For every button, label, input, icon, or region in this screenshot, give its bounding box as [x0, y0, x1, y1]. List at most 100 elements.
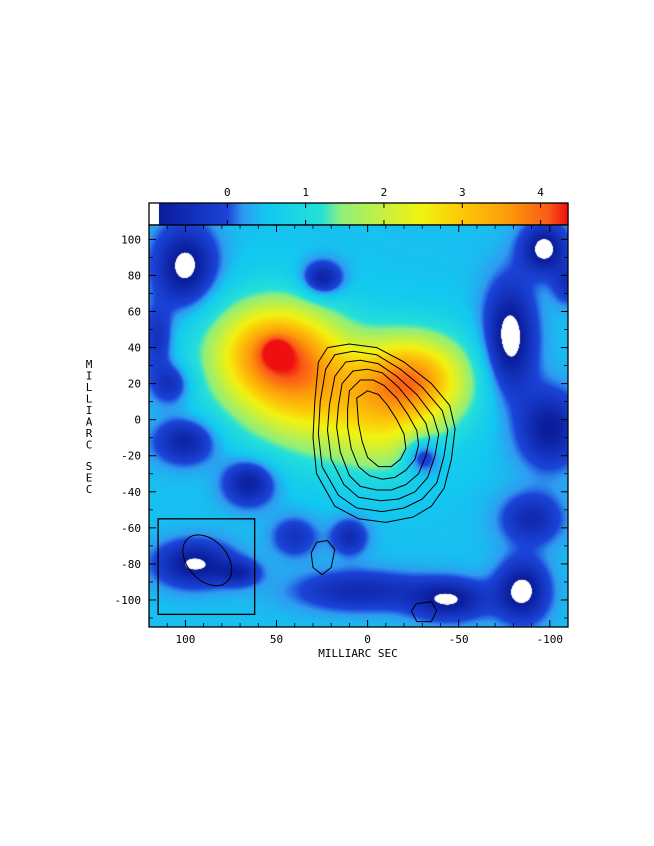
contour-ring: [317, 350, 449, 513]
colorbar-cell: [404, 203, 407, 225]
colorbar-cell: [408, 203, 411, 225]
colorbar-cell: [556, 203, 559, 225]
colorbar-cell: [564, 203, 567, 225]
colorbar-cell: [492, 203, 495, 225]
colorbar-cell: [162, 203, 166, 225]
intensity-map: [149, 225, 568, 627]
colorbar-cell: [170, 203, 174, 225]
colorbar-cell: [151, 203, 154, 225]
colorbar-cell: [350, 203, 354, 225]
colorbar-cell: [296, 203, 300, 225]
colorbar-cell: [292, 203, 296, 225]
colorbar-cell: [524, 203, 527, 225]
colorbar-tick-label: 3: [459, 186, 466, 199]
colorbar-cell: [414, 203, 417, 225]
colorbar-cell: [158, 203, 162, 225]
colorbar-cell: [426, 203, 429, 225]
colorbar-cell: [164, 203, 168, 225]
y-tick-label: 40: [128, 342, 141, 355]
colorbar-cell: [276, 203, 280, 225]
colorbar-tick-label: 2: [381, 186, 388, 199]
colorbar-cell: [394, 203, 398, 225]
colorbar-cell: [546, 203, 549, 225]
y-tick-label: -20: [121, 450, 141, 463]
colorbar-cell: [212, 203, 216, 225]
colorbar-cell: [254, 203, 258, 225]
colorbar-cell: [222, 203, 226, 225]
colorbar-cell: [206, 203, 210, 225]
x-tick-label: -50: [449, 633, 469, 646]
colorbar-cell: [258, 203, 262, 225]
colorbar-cell: [514, 203, 517, 225]
colorbar-cell: [410, 203, 413, 225]
colorbar-cell: [392, 203, 396, 225]
colorbar-cell: [240, 203, 244, 225]
contour-ring: [312, 343, 456, 523]
y-axis-title-letter: E: [86, 472, 93, 485]
colorbar-cell: [498, 203, 501, 225]
colorbar-cell: [304, 203, 308, 225]
colorbar-cell: [354, 203, 358, 225]
colorbar-cell: [448, 203, 451, 225]
colorbar-cell: [286, 203, 290, 225]
colorbar-cell: [244, 203, 248, 225]
colorbar-cell: [368, 203, 372, 225]
colorbar-cell: [310, 203, 314, 225]
plot-frame: [148, 224, 569, 628]
colorbar-cell: [518, 203, 521, 225]
colorbar-cell: [376, 203, 380, 225]
colorbar-cell: [294, 203, 298, 225]
colorbar-ticks: 0 1 2 3 4: [224, 186, 544, 225]
colorbar-cell: [344, 203, 348, 225]
colorbar-cell: [422, 203, 425, 225]
y-tick-label: 0: [134, 414, 141, 427]
colorbar-cell: [512, 203, 515, 225]
colorbar-cell: [488, 203, 491, 225]
colorbar-cell: [166, 203, 170, 225]
colorbar-cell: [200, 203, 204, 225]
x-axis-title: MILLIARC SEC: [318, 647, 397, 660]
colorbar-cell: [224, 203, 228, 225]
colorbar-cell: [370, 203, 374, 225]
colorbar-cell: [256, 203, 260, 225]
colorbar-cell: [468, 203, 471, 225]
colorbar-cell: [542, 203, 545, 225]
colorbar-cell: [214, 203, 218, 225]
colorbar-cell: [218, 203, 222, 225]
colorbar-cell: [490, 203, 493, 225]
colorbar-cell: [324, 203, 328, 225]
colorbar-cell: [308, 203, 312, 225]
colorbar-cell: [230, 203, 234, 225]
beam-ellipse: [182, 534, 233, 587]
colorbar-cell: [314, 203, 318, 225]
colorbar-cell: [210, 203, 214, 225]
colorbar-cell: [190, 203, 194, 225]
y-axis-title-letter: S: [86, 460, 93, 473]
colorbar-cell: [464, 203, 467, 225]
colorbar-cell: [196, 203, 200, 225]
colorbar-cell: [202, 203, 206, 225]
colorbar-cell: [454, 203, 457, 225]
colorbar-cell: [532, 203, 535, 225]
colorbar-cell: [470, 203, 473, 225]
colorbar-cell: [522, 203, 525, 225]
colorbar-cell: [246, 203, 250, 225]
x-tick-label: -100: [537, 633, 564, 646]
colorbar-cell: [476, 203, 479, 225]
contour-layer: [310, 343, 456, 623]
colorbar-cell: [236, 203, 240, 225]
colorbar-cell: [176, 203, 180, 225]
colorbar-cell: [534, 203, 537, 225]
colorbar: 0 1 2 3 4: [148, 186, 569, 226]
colorbar-cell: [566, 203, 569, 225]
colorbar-cell: [174, 203, 178, 225]
colorbar-cell: [194, 203, 198, 225]
colorbar-cell: [548, 203, 551, 225]
colorbar-cell: [172, 203, 176, 225]
colorbar-cell: [234, 203, 238, 225]
colorbar-cell: [382, 203, 386, 225]
colorbar-cell: [472, 203, 475, 225]
colorbar-cell: [378, 203, 382, 225]
